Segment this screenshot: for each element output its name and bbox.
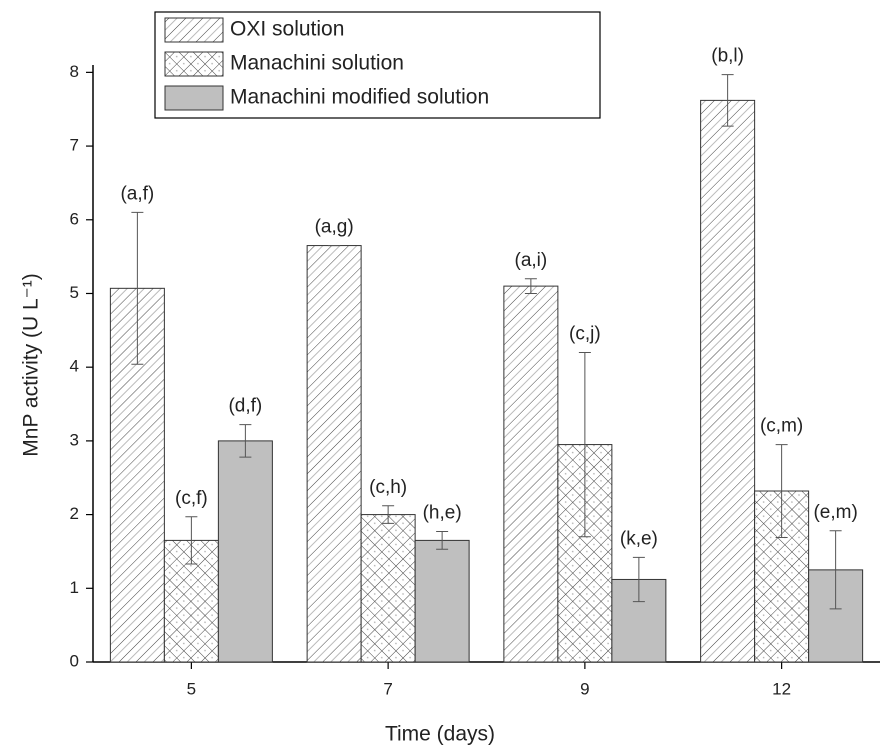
bar bbox=[700, 99, 756, 663]
x-axis-label: Time (days) bbox=[385, 723, 495, 746]
legend-swatch bbox=[164, 51, 224, 77]
bar-annotation: (a,i) bbox=[515, 250, 548, 271]
bar-annotation: (c,f) bbox=[175, 488, 208, 509]
bar bbox=[414, 539, 470, 663]
bar bbox=[306, 245, 362, 663]
x-tick-label: 9 bbox=[580, 679, 589, 698]
error-bar bbox=[578, 351, 591, 538]
bar-annotation: (a,f) bbox=[120, 183, 154, 204]
y-tick-label: 7 bbox=[70, 136, 79, 155]
legend-swatch bbox=[164, 85, 224, 111]
error-bar bbox=[131, 211, 144, 365]
legend-label: Manachini solution bbox=[230, 52, 404, 75]
x-tick-label: 5 bbox=[187, 679, 196, 698]
legend-label: OXI solution bbox=[230, 18, 344, 41]
y-tick-label: 5 bbox=[70, 283, 79, 302]
y-tick-label: 0 bbox=[70, 651, 79, 670]
y-tick-label: 4 bbox=[70, 357, 79, 376]
error-bar bbox=[436, 531, 449, 550]
bar-annotation: (c,j) bbox=[569, 323, 601, 344]
error-bar bbox=[632, 556, 645, 603]
error-bar bbox=[382, 505, 395, 524]
y-tick-label: 6 bbox=[70, 209, 79, 228]
y-tick-label: 8 bbox=[70, 62, 79, 81]
error-bar bbox=[721, 74, 734, 127]
error-bar bbox=[524, 278, 537, 294]
y-axis-label: MnP activity (U L⁻¹) bbox=[20, 273, 43, 456]
error-bar bbox=[239, 424, 252, 458]
error-bar bbox=[185, 516, 198, 565]
bar-annotation: (b,l) bbox=[711, 46, 744, 67]
bar-annotation: (c,h) bbox=[369, 477, 407, 498]
x-tick-label: 12 bbox=[772, 679, 791, 698]
bar bbox=[217, 440, 273, 663]
bar bbox=[360, 514, 416, 663]
legend-box bbox=[154, 11, 601, 119]
bar bbox=[503, 285, 559, 663]
legend-swatch bbox=[164, 17, 224, 43]
bar-annotation: (h,e) bbox=[423, 503, 462, 524]
bar-annotation: (c,m) bbox=[760, 416, 803, 437]
legend-label: Manachini modified solution bbox=[230, 86, 489, 109]
x-tick-label: 7 bbox=[383, 679, 392, 698]
error-bar bbox=[775, 444, 788, 538]
y-tick-label: 1 bbox=[70, 578, 79, 597]
bar-annotation: (k,e) bbox=[620, 528, 658, 549]
y-tick-label: 3 bbox=[70, 430, 79, 449]
bar-annotation: (a,g) bbox=[315, 217, 354, 238]
bar-annotation: (e,m) bbox=[813, 502, 857, 523]
y-tick-label: 2 bbox=[70, 504, 79, 523]
error-bar bbox=[829, 530, 842, 610]
bar-annotation: (d,f) bbox=[228, 396, 262, 417]
